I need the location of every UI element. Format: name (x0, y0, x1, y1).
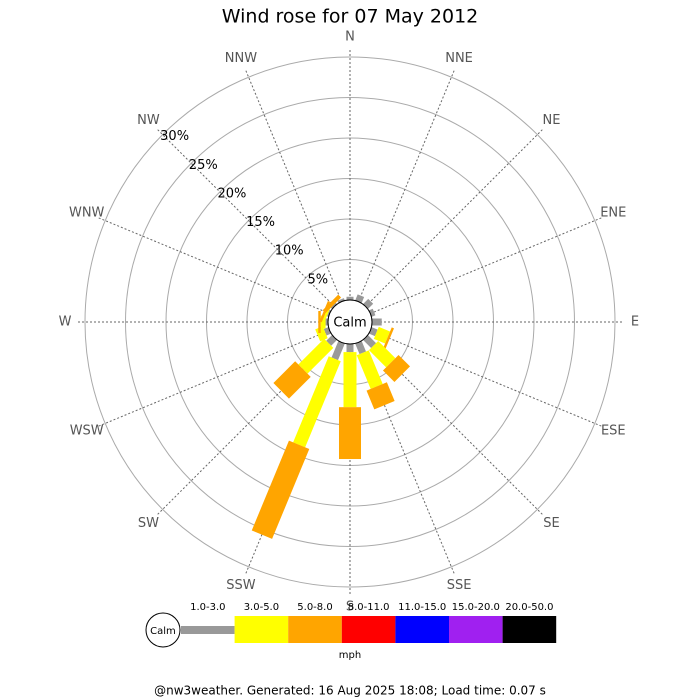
wind-bar (322, 294, 342, 314)
wind-bar (346, 296, 354, 300)
r-tick-label: 10% (275, 244, 304, 259)
calm-circle (327, 299, 373, 345)
wind-bar (366, 382, 395, 410)
direction-label: WNW (69, 205, 105, 220)
legend-swatch (449, 616, 503, 643)
direction-label: WSW (70, 424, 104, 439)
direction-label: SE (543, 516, 559, 531)
spoke (245, 69, 343, 302)
wind-bar (346, 344, 354, 353)
calm-label: Calm (333, 316, 366, 331)
spoke (365, 128, 544, 307)
grid-ring (84, 56, 616, 588)
spoke (357, 69, 455, 302)
direction-label: SSE (447, 578, 472, 593)
wind-bar (382, 354, 410, 382)
wind-bar (325, 318, 329, 326)
direction-label: E (631, 315, 639, 330)
wind-bar (318, 311, 321, 333)
spoke (156, 128, 335, 307)
spoke (370, 217, 603, 315)
direction-label: NW (137, 113, 160, 128)
legend-label: 15.0-20.0 (452, 602, 500, 613)
legend-swatch (181, 626, 235, 634)
wind-bar (273, 361, 311, 399)
legend-swatch (288, 616, 342, 643)
legend-label: 1.0-3.0 (190, 602, 225, 613)
wind-bar (356, 350, 383, 389)
legend-calm-label: Calm (150, 626, 176, 637)
legend-label: 3.0-5.0 (244, 602, 279, 613)
spoke (370, 329, 603, 427)
wind-bar (368, 340, 396, 368)
legend-label: 11.0-15.0 (398, 602, 446, 613)
grid-ring (125, 97, 575, 547)
direction-label: NNW (225, 51, 257, 66)
direction-label: W (59, 315, 72, 330)
wind-bar (331, 340, 345, 361)
wind-bar (330, 302, 337, 309)
direction-label: ENE (600, 205, 626, 220)
spoke (97, 329, 330, 427)
r-tick-label: 5% (307, 272, 328, 287)
legend-swatch (502, 616, 557, 643)
legend-swatch (234, 616, 289, 643)
r-tick-label: 30% (160, 129, 189, 144)
spoke (97, 217, 330, 315)
wind-bar (251, 440, 310, 539)
chart-title: Wind rose for 07 May 2012 (222, 6, 479, 28)
direction-label: ESE (601, 424, 626, 439)
wind-bar (373, 326, 391, 344)
direction-label: SSW (226, 578, 256, 593)
wind-bar (372, 318, 382, 326)
r-tick-label: 20% (217, 186, 246, 201)
direction-label: S (346, 600, 354, 615)
legend-swatch (341, 616, 396, 643)
legend-label: 20.0-50.0 (505, 602, 553, 613)
legend-label: 8.0-11.0 (348, 602, 390, 613)
legend-label: 5.0-8.0 (297, 602, 332, 613)
wind-bar (298, 338, 334, 374)
r-tick-label: 15% (246, 215, 275, 230)
direction-label: NNE (445, 51, 473, 66)
wind-bar (326, 309, 332, 317)
direction-label: NE (543, 113, 561, 128)
r-tick-label: 25% (189, 158, 218, 173)
footer: @nw3weather. Generated: 16 Aug 2025 18:0… (154, 684, 546, 698)
wind-bar (337, 298, 345, 304)
legend-calm (145, 612, 181, 648)
wind-bar (293, 356, 341, 448)
wind-bar (355, 340, 366, 355)
direction-label: SW (138, 516, 159, 531)
wind-bar (363, 335, 377, 349)
unit-label: mph (339, 650, 361, 661)
wind-bar (383, 327, 394, 349)
wind-bar (339, 407, 361, 460)
wind-bar (368, 308, 376, 317)
wind-bar (323, 327, 332, 336)
direction-label: N (345, 30, 355, 45)
legend-swatch (395, 616, 449, 643)
wind-bar (343, 352, 357, 408)
